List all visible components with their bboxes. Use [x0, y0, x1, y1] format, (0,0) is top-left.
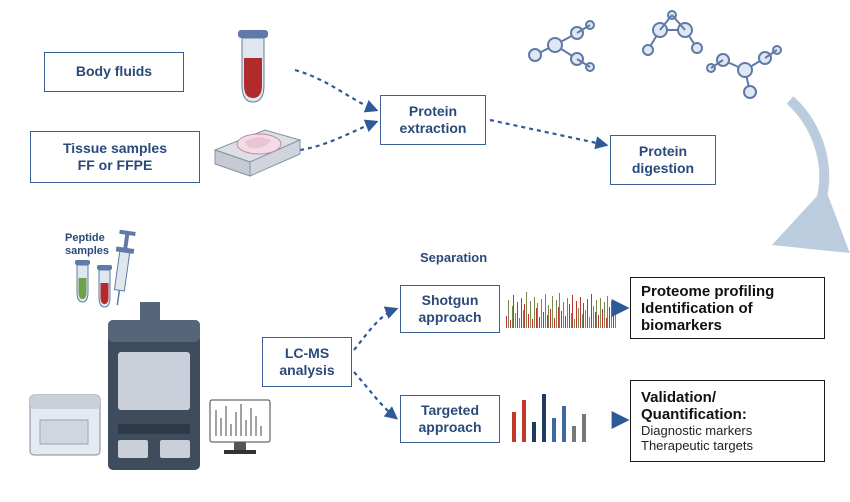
result1-l3: biomarkers [641, 317, 722, 334]
result1-l2: Identification of [641, 300, 753, 317]
protein-digestion-box: Protein digestion [610, 135, 716, 185]
result1-box: Proteome profiling Identification of bio… [630, 277, 825, 339]
arrow-lcms-targeted [354, 372, 396, 418]
tissue-label: Tissue samples FF or FFPE [63, 140, 167, 175]
targeted-bars [512, 392, 616, 442]
arrow-tissue-pe [300, 122, 376, 150]
arrow-lcms-shotgun [354, 309, 396, 350]
arrow-fluids-pe [295, 70, 376, 110]
arrow-molecule-return [785, 100, 824, 240]
result2-l1: Validation/ [641, 389, 716, 406]
result2-box: Validation/ Quantification: Diagnostic m… [630, 380, 825, 462]
tissue-box: Tissue samples FF or FFPE [30, 131, 200, 183]
protein-extraction-box: Protein extraction [380, 95, 486, 145]
shotgun-bars [506, 288, 616, 328]
pd-label: Protein digestion [632, 143, 694, 178]
body-fluids-box: Body fluids [44, 52, 184, 92]
tissue-block-icon [215, 130, 300, 176]
result2-l2: Quantification: [641, 406, 747, 423]
syringe-icon [108, 230, 136, 307]
separation-label: Separation [420, 250, 487, 266]
lcms-label: LC-MS analysis [279, 345, 334, 380]
targeted-label: Targeted approach [418, 402, 481, 437]
pe-label: Protein extraction [400, 103, 467, 138]
peptide-tubes-icon [75, 260, 112, 307]
test-tube-icon [238, 30, 268, 102]
shotgun-box: Shotgun approach [400, 285, 500, 333]
result1-l1: Proteome profiling [641, 283, 774, 300]
shotgun-label: Shotgun approach [418, 292, 481, 327]
arrow-pe-pd [490, 120, 606, 145]
result2-l3: Diagnostic markers [641, 423, 752, 438]
lcms-box: LC-MS analysis [262, 337, 352, 387]
result2-l4: Therapeutic targets [641, 438, 753, 453]
molecule-icon [529, 11, 781, 98]
targeted-box: Targeted approach [400, 395, 500, 443]
peptide-label: Peptide samples [65, 232, 109, 258]
body-fluids-label: Body fluids [76, 63, 152, 81]
instrument-icon [30, 302, 270, 470]
